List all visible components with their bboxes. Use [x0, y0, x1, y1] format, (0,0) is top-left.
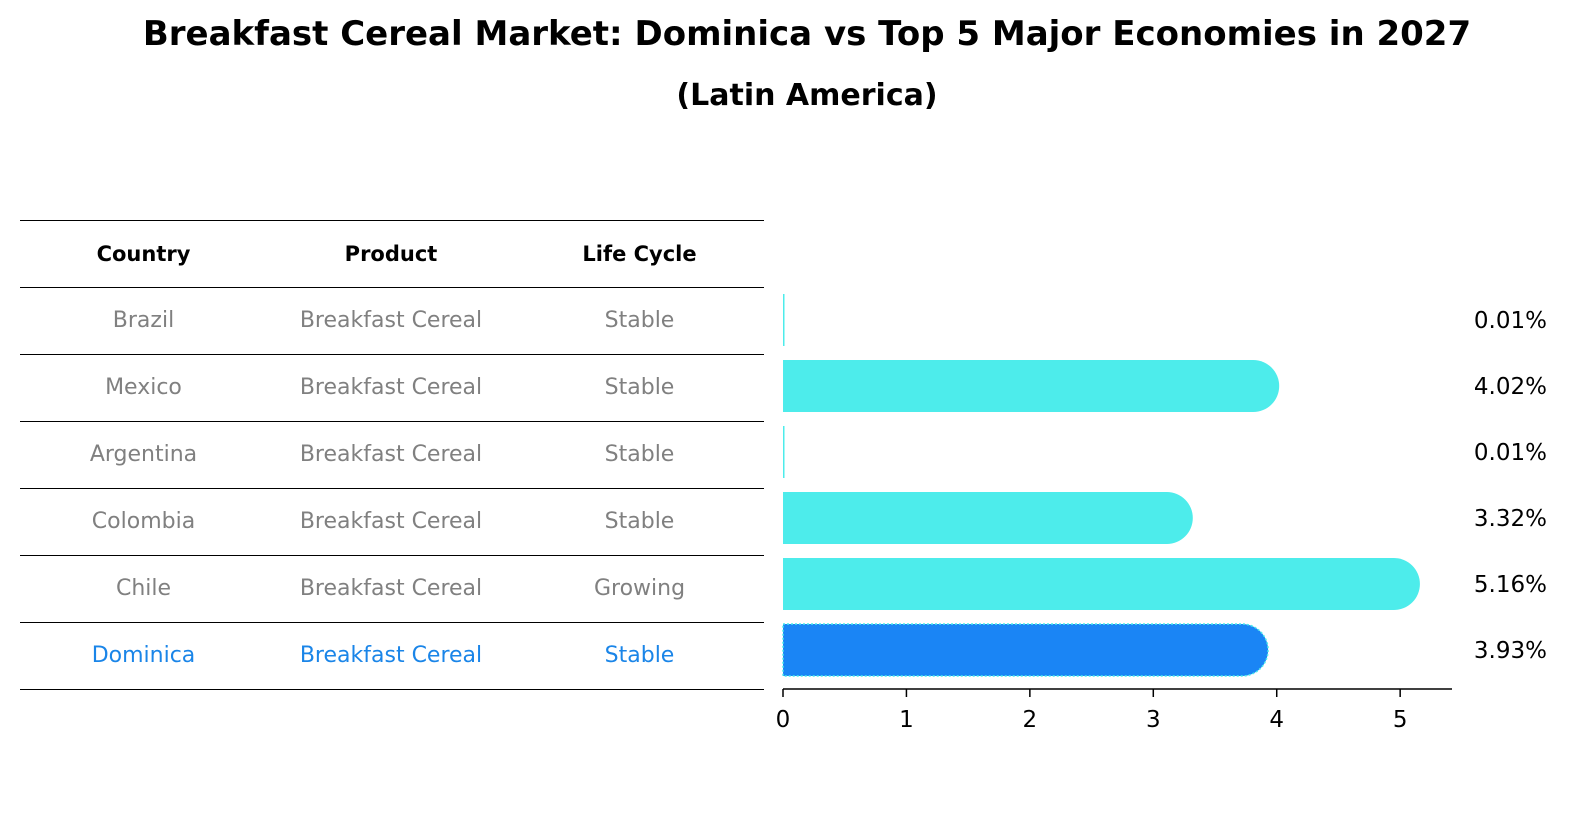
country-cell: Brazil [112, 308, 175, 333]
table-row: Mexico Breakfast Cereal Stable [20, 354, 764, 421]
header-product: Product [344, 242, 438, 266]
value-label: 0.01% [1474, 440, 1547, 466]
table-row-highlight: Dominica Breakfast Cereal Stable [20, 622, 764, 690]
life-cycle-cell: Stable [604, 308, 675, 333]
header-life-cycle: Life Cycle [582, 242, 697, 266]
chart-title: Breakfast Cereal Market: Dominica vs Top… [142, 14, 1472, 54]
chart-subtitle: (Latin America) [676, 78, 938, 113]
x-tick-label: 4 [1269, 707, 1284, 733]
country-cell: Argentina [89, 442, 198, 467]
value-label: 4.02% [1474, 374, 1547, 400]
value-label: 5.16% [1474, 572, 1547, 598]
life-cycle-cell: Growing [593, 576, 686, 601]
product-cell: Breakfast Cereal [299, 375, 483, 400]
x-tick-label: 5 [1393, 707, 1408, 733]
x-tick-label: 3 [1146, 707, 1161, 733]
data-table: Country Product Life Cycle Brazil Breakf… [20, 220, 764, 690]
product-cell: Breakfast Cereal [299, 308, 483, 333]
bar-mexico [783, 360, 1280, 412]
table-row: Argentina Breakfast Cereal Stable [20, 421, 764, 488]
country-cell: Colombia [91, 509, 196, 534]
header-country: Country [96, 242, 191, 266]
bar-chile [783, 558, 1420, 610]
table-row: Colombia Breakfast Cereal Stable [20, 488, 764, 555]
bar-argentina [783, 426, 785, 478]
product-cell: Breakfast Cereal [299, 643, 483, 668]
table-row: Chile Breakfast Cereal Growing [20, 555, 764, 622]
value-label: 3.32% [1474, 506, 1547, 532]
x-tick-label: 0 [776, 707, 791, 733]
product-cell: Breakfast Cereal [299, 576, 483, 601]
value-label: 3.93% [1474, 638, 1547, 664]
country-cell: Dominica [91, 643, 196, 668]
life-cycle-cell: Stable [604, 643, 675, 668]
country-cell: Chile [115, 576, 172, 601]
product-cell: Breakfast Cereal [299, 509, 483, 534]
value-label: 0.01% [1474, 308, 1547, 334]
country-cell: Mexico [105, 375, 182, 400]
life-cycle-cell: Stable [604, 509, 675, 534]
life-cycle-cell: Stable [604, 375, 675, 400]
table-header-row: Country Product Life Cycle [20, 220, 764, 287]
table-row: Brazil Breakfast Cereal Stable [20, 287, 764, 354]
bar-dominica [782, 623, 1269, 677]
x-tick-label: 1 [899, 707, 914, 733]
product-cell: Breakfast Cereal [299, 442, 483, 467]
x-tick-label: 2 [1023, 707, 1038, 733]
bar-colombia [783, 492, 1193, 544]
life-cycle-cell: Stable [604, 442, 675, 467]
bar-brazil [783, 294, 785, 346]
